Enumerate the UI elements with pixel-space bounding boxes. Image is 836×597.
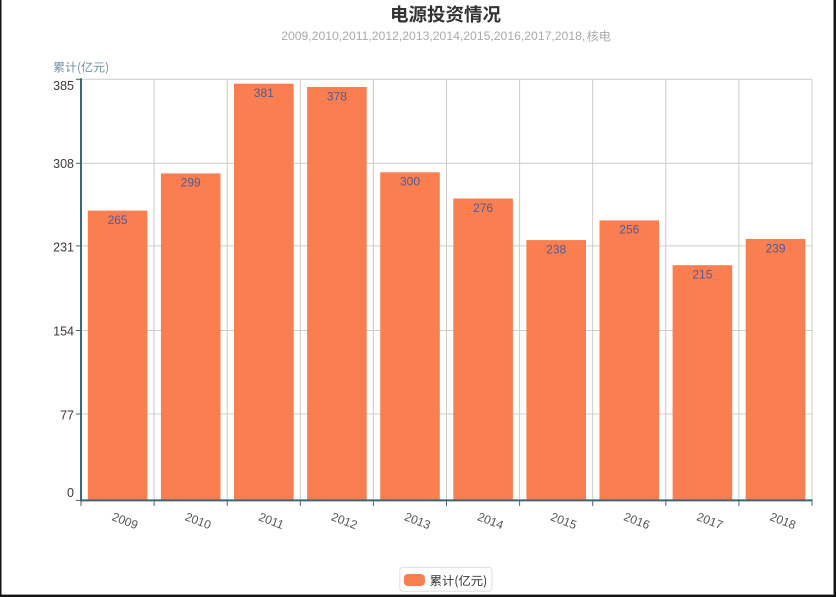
svg-text:299: 299 <box>181 176 201 190</box>
svg-text:308: 308 <box>53 157 74 171</box>
svg-text:385: 385 <box>53 79 74 93</box>
svg-text:154: 154 <box>53 325 74 339</box>
svg-text:300: 300 <box>400 175 420 189</box>
svg-text:231: 231 <box>53 241 74 255</box>
svg-text:2009,2010,2011,2012,2013,2014,: 2009,2010,2011,2012,2013,2014,2015,2016,… <box>281 29 585 43</box>
svg-text:239: 239 <box>765 241 785 255</box>
svg-text:378: 378 <box>327 89 347 103</box>
svg-text:0: 0 <box>67 486 74 500</box>
svg-text:77: 77 <box>60 409 74 423</box>
svg-text:276: 276 <box>473 201 493 215</box>
svg-text:256: 256 <box>619 223 639 237</box>
svg-text:381: 381 <box>254 86 274 100</box>
svg-text:215: 215 <box>692 268 712 282</box>
svg-text:238: 238 <box>546 242 566 256</box>
svg-text:265: 265 <box>108 213 128 227</box>
